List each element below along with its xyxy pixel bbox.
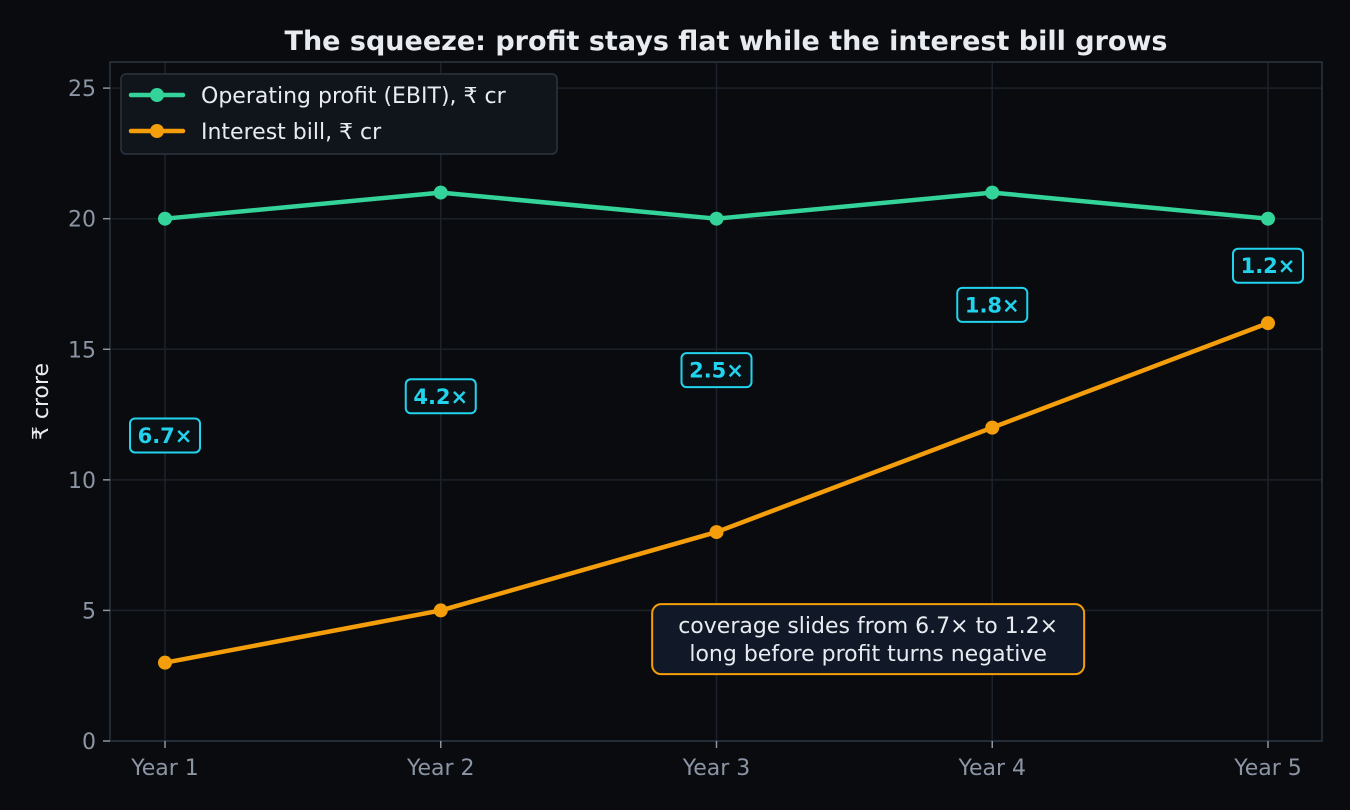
coverage-badge-box	[404, 378, 477, 415]
y-tick-label: 25	[68, 77, 96, 102]
coverage-badge-box	[680, 352, 753, 389]
y-tick-label: 5	[82, 599, 96, 624]
legend-swatch-marker	[150, 88, 164, 102]
data-point	[985, 420, 1000, 435]
annotation-line: coverage slides from 6.7× to 1.2×	[678, 614, 1058, 639]
data-point	[709, 525, 724, 540]
x-tick-label: Year 2	[406, 756, 475, 781]
y-tick-label: 15	[68, 338, 96, 363]
y-tick-label: 20	[68, 208, 96, 233]
coverage-badge-label: 4.2×	[413, 385, 468, 409]
annotation-line: long before profit turns negative	[689, 642, 1047, 667]
data-point	[1261, 211, 1275, 226]
data-point	[433, 603, 448, 618]
axes: 0 5 10 15 20 25 Year 1 Year 2 Year 3 Year 4 Year 5	[68, 77, 1302, 781]
y-tick-label: 10	[68, 469, 96, 494]
coverage-badge-box	[956, 286, 1029, 323]
coverage-badge-label: 6.7×	[138, 424, 193, 448]
data-point	[158, 211, 172, 226]
legend-label: Operating profit (EBIT), ₹ cr	[201, 84, 507, 109]
annotation: coverage slides from 6.7× to 1.2× long be…	[651, 603, 1086, 676]
coverage-labels: 6.7× 4.2× 2.5× 1.8× 1.2×	[129, 247, 1304, 454]
series-2	[158, 316, 1275, 670]
x-tick-label: Year 5	[1233, 756, 1302, 781]
coverage-badge: 1.8×	[956, 286, 1029, 323]
annotation-box	[651, 603, 1086, 676]
data-point	[1261, 316, 1275, 331]
data-point	[158, 655, 172, 670]
legend: Operating profit (EBIT), ₹ cr Interest bi…	[120, 73, 558, 155]
coverage-badge-box	[1232, 247, 1304, 284]
x-tick-label: Year 3	[682, 756, 751, 781]
coverage-badge-box	[129, 417, 201, 454]
chart-title: The squeeze: profit stays flat while the…	[285, 26, 1168, 57]
legend-swatch-marker	[150, 124, 164, 138]
coverage-badge: 1.2×	[1232, 247, 1304, 284]
coverage-badge: 4.2×	[404, 378, 477, 415]
coverage-badge-label: 1.8×	[965, 293, 1020, 317]
legend-box	[120, 73, 558, 155]
legend-entry: Interest bill, ₹ cr	[128, 120, 382, 145]
coverage-badge-label: 1.2×	[1241, 254, 1296, 278]
series-1	[158, 185, 1275, 226]
legend-label: Interest bill, ₹ cr	[201, 120, 382, 145]
coverage-badge: 6.7×	[129, 417, 201, 454]
y-axis-label: ₹ crore	[29, 363, 54, 440]
coverage-badge: 2.5×	[680, 352, 753, 389]
data-point	[709, 211, 724, 226]
coverage-badge-label: 2.5×	[689, 359, 744, 383]
data-point	[985, 185, 1000, 200]
x-tick-label: Year 1	[130, 756, 199, 781]
series-lines	[158, 185, 1275, 670]
data-point	[433, 185, 448, 200]
legend-entry: Operating profit (EBIT), ₹ cr	[128, 84, 507, 109]
y-tick-label: 0	[82, 730, 96, 755]
x-tick-label: Year 4	[957, 756, 1026, 781]
